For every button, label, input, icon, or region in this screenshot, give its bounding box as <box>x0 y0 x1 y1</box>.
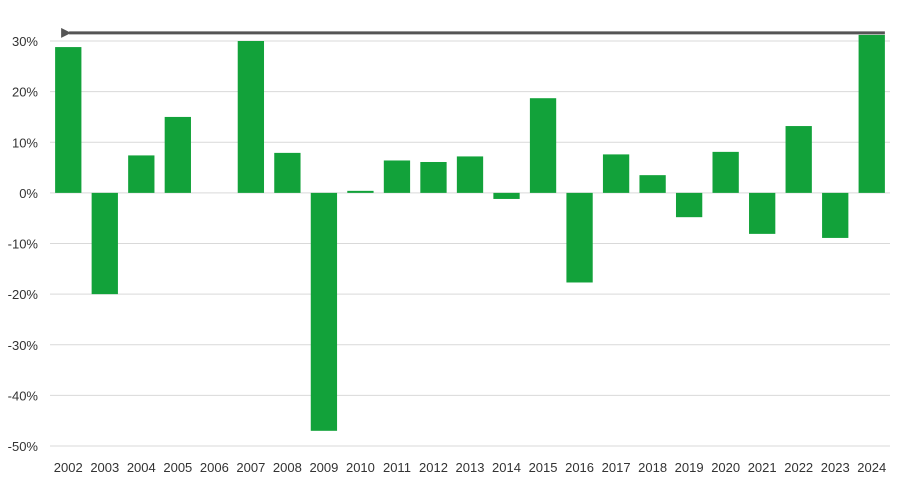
bar-2015 <box>529 98 557 193</box>
y-tick-label: -10% <box>8 237 39 252</box>
gridlines <box>50 40 890 447</box>
x-tick-label: 2013 <box>456 460 485 475</box>
x-tick-label: 2012 <box>419 460 448 475</box>
bar-2014 <box>493 192 520 199</box>
y-tick-label: -50% <box>8 439 39 454</box>
x-tick-label: 2009 <box>309 460 338 475</box>
bar-2020 <box>712 151 739 193</box>
bar-2007 <box>237 41 265 193</box>
bar-2010 <box>347 190 374 193</box>
x-axis-ticks: 2002 2003 2004 2005 2006 2007 2008 2009 2010 2011… <box>54 460 886 475</box>
x-tick-label: 2011 <box>383 460 411 475</box>
y-tick-label: 30% <box>12 34 38 49</box>
bar-2013 <box>456 156 484 193</box>
x-tick-label: 2015 <box>529 460 558 475</box>
y-axis-ticks: 30% 20% 10% 0% -10% -20% -30% -40% -50% <box>8 34 39 454</box>
x-tick-label: 2008 <box>273 460 302 475</box>
bar-2003 <box>91 192 118 295</box>
bar-2023 <box>822 192 849 238</box>
x-tick-label: 2004 <box>127 460 156 475</box>
x-tick-label: 2014 <box>492 460 521 475</box>
y-tick-label: -30% <box>8 338 39 353</box>
x-tick-label: 2003 <box>90 460 119 475</box>
y-tick-label: 0% <box>19 186 38 201</box>
y-tick-label: 20% <box>12 85 38 100</box>
x-tick-label: 2005 <box>163 460 192 475</box>
x-tick-label: 2016 <box>565 460 594 475</box>
bar-2004 <box>128 155 155 193</box>
bar-2008 <box>274 152 301 193</box>
bar-2016 <box>566 192 593 283</box>
bar-2011 <box>383 160 411 193</box>
bar-2022 <box>785 126 812 193</box>
y-tick-label: -20% <box>8 287 39 302</box>
x-tick-label: 2021 <box>748 460 777 475</box>
x-tick-label: 2024 <box>857 460 886 475</box>
x-tick-label: 2020 <box>711 460 740 475</box>
bar-2017 <box>602 154 630 193</box>
bar-2009 <box>310 192 338 431</box>
y-tick-label: -40% <box>8 388 39 403</box>
y-tick-label: 10% <box>12 135 38 150</box>
x-tick-label: 2006 <box>200 460 229 475</box>
x-tick-label: 2023 <box>821 460 850 475</box>
bar-2024 <box>858 34 885 193</box>
bars <box>55 34 885 431</box>
x-tick-label: 2002 <box>54 460 83 475</box>
bar-2002 <box>55 47 82 193</box>
bar-2005 <box>164 116 191 193</box>
x-tick-label: 2007 <box>236 460 265 475</box>
x-tick-label: 2018 <box>638 460 667 475</box>
bar-2018 <box>639 175 666 193</box>
x-tick-label: 2019 <box>675 460 704 475</box>
x-tick-label: 2010 <box>346 460 375 475</box>
bar-2021 <box>749 192 776 234</box>
bar-2019 <box>675 192 703 218</box>
x-tick-label: 2022 <box>784 460 813 475</box>
bar-2012 <box>420 161 447 193</box>
x-tick-label: 2017 <box>602 460 631 475</box>
